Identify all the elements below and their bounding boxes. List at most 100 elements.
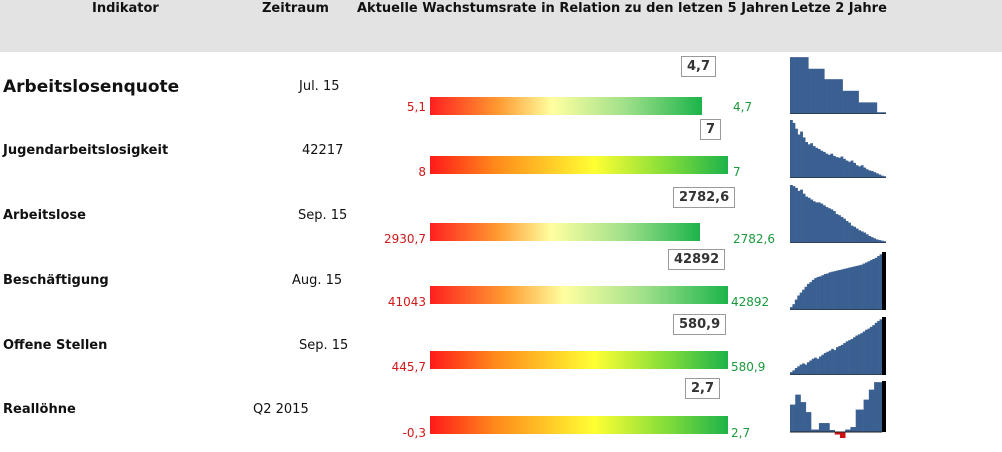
sparkline-bar bbox=[833, 350, 837, 375]
rate-gauge-bar bbox=[430, 156, 728, 174]
sparkline-bar bbox=[835, 157, 839, 178]
sparkline-bar bbox=[876, 112, 880, 114]
sparkline-chart bbox=[790, 120, 886, 178]
sparkline-bar bbox=[814, 357, 817, 375]
sparkline-bar bbox=[790, 57, 793, 114]
indicator-name: Arbeitslose bbox=[3, 208, 86, 223]
sparkline-bar bbox=[806, 362, 810, 375]
period-label: Sep. 15 bbox=[298, 208, 348, 223]
sparkline-bar bbox=[865, 329, 868, 375]
sparkline-bar bbox=[855, 228, 859, 243]
sparkline-bar bbox=[792, 304, 796, 310]
sparkline-bar bbox=[823, 352, 827, 375]
sparkline-bar bbox=[803, 402, 807, 433]
sparkline-bar bbox=[858, 409, 862, 433]
sparkline-bar bbox=[867, 328, 871, 375]
table-row: Arbeitslose Sep. 15 2782,6 2930,7 2782,6 bbox=[0, 182, 1002, 246]
sparkline-bar bbox=[868, 236, 872, 243]
low-value: 2930,7 bbox=[384, 232, 426, 246]
sparkline-bar bbox=[860, 231, 864, 243]
low-value: 5,1 bbox=[406, 100, 426, 114]
sparkline-bar bbox=[857, 334, 861, 375]
sparkline-bar bbox=[822, 205, 826, 243]
sparkline-bar bbox=[802, 137, 806, 178]
sparkline-bar bbox=[831, 348, 834, 375]
sparkline-bar bbox=[803, 57, 807, 114]
low-value: 41043 bbox=[387, 295, 426, 309]
period-label: Aug. 15 bbox=[292, 273, 343, 288]
sparkline-bar bbox=[845, 160, 849, 178]
sparkline-bar bbox=[821, 275, 825, 310]
sparkline-bar bbox=[822, 68, 825, 114]
sparkline-bar bbox=[872, 258, 876, 310]
sparkline-bar bbox=[842, 432, 846, 439]
sparkline-bar bbox=[812, 146, 816, 178]
sparkline-bar bbox=[855, 409, 859, 433]
sparkline-bar bbox=[815, 68, 818, 114]
sparkline-bar bbox=[867, 102, 871, 114]
sparkline-bar bbox=[805, 142, 808, 178]
sparkline-bar bbox=[826, 423, 830, 433]
sparkline-bar bbox=[836, 347, 839, 375]
sparkline-bar bbox=[812, 201, 816, 243]
sparkline-bar bbox=[833, 271, 837, 310]
sparkline-bar bbox=[873, 172, 877, 178]
sparkline-bar bbox=[865, 262, 868, 310]
sparkline-current-marker bbox=[882, 317, 886, 375]
sparkline-bar bbox=[797, 134, 801, 178]
indicator-name: Arbeitslosenquote bbox=[3, 77, 180, 97]
sparkline-bar bbox=[795, 128, 798, 178]
sparkline-bar bbox=[823, 274, 827, 310]
sparkline-bar bbox=[880, 240, 884, 243]
indicator-name: Reallöhne bbox=[3, 402, 76, 417]
sparkline-bar bbox=[878, 240, 882, 243]
sparkline-bar bbox=[827, 208, 831, 243]
sparkline-bar bbox=[838, 269, 842, 310]
period-label: Jul. 15 bbox=[299, 79, 340, 94]
high-value: 7 bbox=[733, 165, 741, 179]
sparkline-bar bbox=[870, 171, 874, 178]
sparkline-bar bbox=[836, 270, 839, 310]
sparkline-bar bbox=[853, 162, 856, 178]
sparkline-bar bbox=[828, 79, 832, 114]
sparkline-bar bbox=[849, 90, 853, 114]
high-value: 4,7 bbox=[733, 100, 753, 114]
sparkline-bar bbox=[799, 57, 802, 114]
sparkline-bar bbox=[822, 151, 826, 178]
sparkline-bar bbox=[835, 79, 839, 114]
sparkline-bar bbox=[799, 364, 803, 375]
sparkline-bar bbox=[848, 222, 851, 243]
sparkline-bar bbox=[806, 283, 810, 310]
sparkline-bar bbox=[830, 209, 834, 243]
sparkline-bar bbox=[810, 143, 814, 178]
sparkline-bar bbox=[808, 68, 811, 114]
sparkline-bar bbox=[825, 207, 829, 243]
sparkline-bar bbox=[848, 340, 851, 375]
sparkline-bar bbox=[802, 289, 805, 310]
sparkline-bar bbox=[832, 211, 836, 243]
sparkline-bar bbox=[840, 79, 843, 114]
sparkline-bar bbox=[840, 156, 844, 178]
sparkline-bar bbox=[821, 354, 825, 375]
sparkline-bar bbox=[850, 339, 854, 375]
sparkline-bar bbox=[863, 399, 867, 433]
table-header: Indikator Zeitraum Aktuelle Wachstumsrat… bbox=[0, 0, 1002, 52]
sparkline-bar bbox=[865, 102, 869, 114]
rate-gauge-bar bbox=[430, 416, 728, 434]
sparkline-bar bbox=[809, 360, 813, 375]
sparkline-bar bbox=[853, 226, 856, 243]
sparkline-bar bbox=[852, 337, 856, 375]
current-value-callout: 7 bbox=[700, 119, 722, 140]
sparkline-bar bbox=[816, 276, 820, 310]
sparkline-bar bbox=[797, 394, 801, 433]
sparkline-bar bbox=[860, 409, 864, 433]
sparkline-bar bbox=[857, 265, 861, 310]
sparkline-bar bbox=[840, 216, 844, 243]
sparkline-bar bbox=[868, 170, 872, 178]
rate-gauge-bar bbox=[430, 223, 700, 241]
sparkline-bar bbox=[792, 122, 796, 178]
table-row: Offene Stellen Sep. 15 580,9 445,7 580,9 bbox=[0, 312, 1002, 376]
period-label: Q2 2015 bbox=[253, 402, 309, 417]
sparkline-bar bbox=[838, 79, 841, 114]
sparkline-bar bbox=[827, 154, 831, 178]
